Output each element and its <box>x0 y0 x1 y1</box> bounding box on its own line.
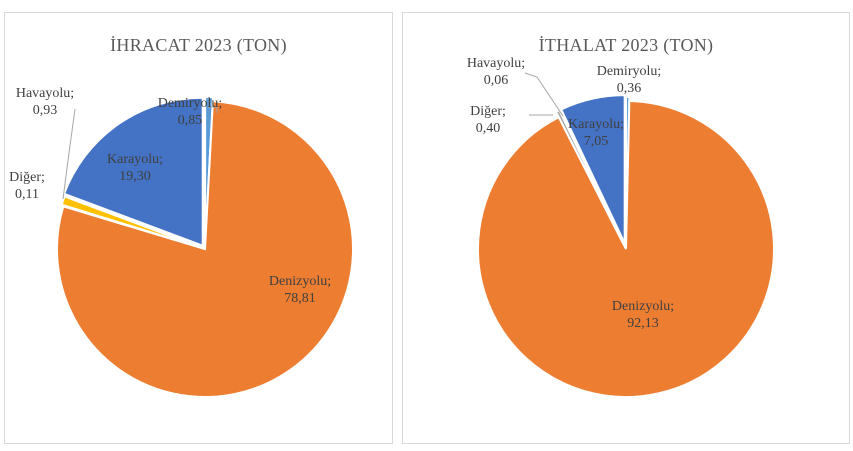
ithalat-label-havayolu: Havayolu; 0,06 <box>467 56 525 88</box>
ithalat-label-karayolu: Karayolu; 7,05 <box>568 117 624 149</box>
ihracat-slice-denizyolu <box>56 100 354 398</box>
ithalat-leader-havayolu <box>524 72 564 117</box>
ihracat-label-denizyolu: Denizyolu; 78,81 <box>269 274 331 306</box>
ithalat-slice-denizyolu <box>477 100 775 398</box>
ihracat-label-diger: Diğer; 0,11 <box>9 170 45 202</box>
ithalat-pie-chart: Demiryolu; 0,36 Denizyolu; 92,13 Diğer; 0,40 H… <box>467 56 775 398</box>
ihracat-pie-chart: Demiryolu; 0,85 Denizyolu; 78,81 Diğer; 0,11 H… <box>9 86 354 398</box>
ihracat-label-havayolu: Havayolu; 0,93 <box>16 86 74 118</box>
ithalat-label-denizyolu: Denizyolu; 92,13 <box>612 299 674 331</box>
ihracat-slice-havayolu <box>60 195 204 250</box>
ithalat-label-diger: Diğer; 0,40 <box>470 104 506 136</box>
ithalat-chart-panel: İTHALAT 2023 (TON) Demiryolu; 0,36 Denizyo… <box>402 12 850 444</box>
ihracat-leader-demiryolu <box>208 106 218 113</box>
ihracat-chart-title: İHRACAT 2023 (TON) <box>110 35 287 55</box>
ihracat-label-demiryolu: Demiryolu; 0,85 <box>158 96 223 128</box>
ithalat-slice-karayolu <box>559 94 626 244</box>
ihracat-leader-havayolu <box>62 108 76 200</box>
ihracat-chart-panel: İHRACAT 2023 (TON) Demiryolu; 0,85 Denizyo… <box>4 12 393 444</box>
ihracat-label-karayolu: Karayolu; 19,30 <box>107 152 163 184</box>
ithalat-chart-title: İTHALAT 2023 (TON) <box>538 35 714 55</box>
ithalat-label-demiryolu: Demiryolu; 0,36 <box>597 64 662 96</box>
ihracat-slice-karayolu <box>62 96 204 248</box>
